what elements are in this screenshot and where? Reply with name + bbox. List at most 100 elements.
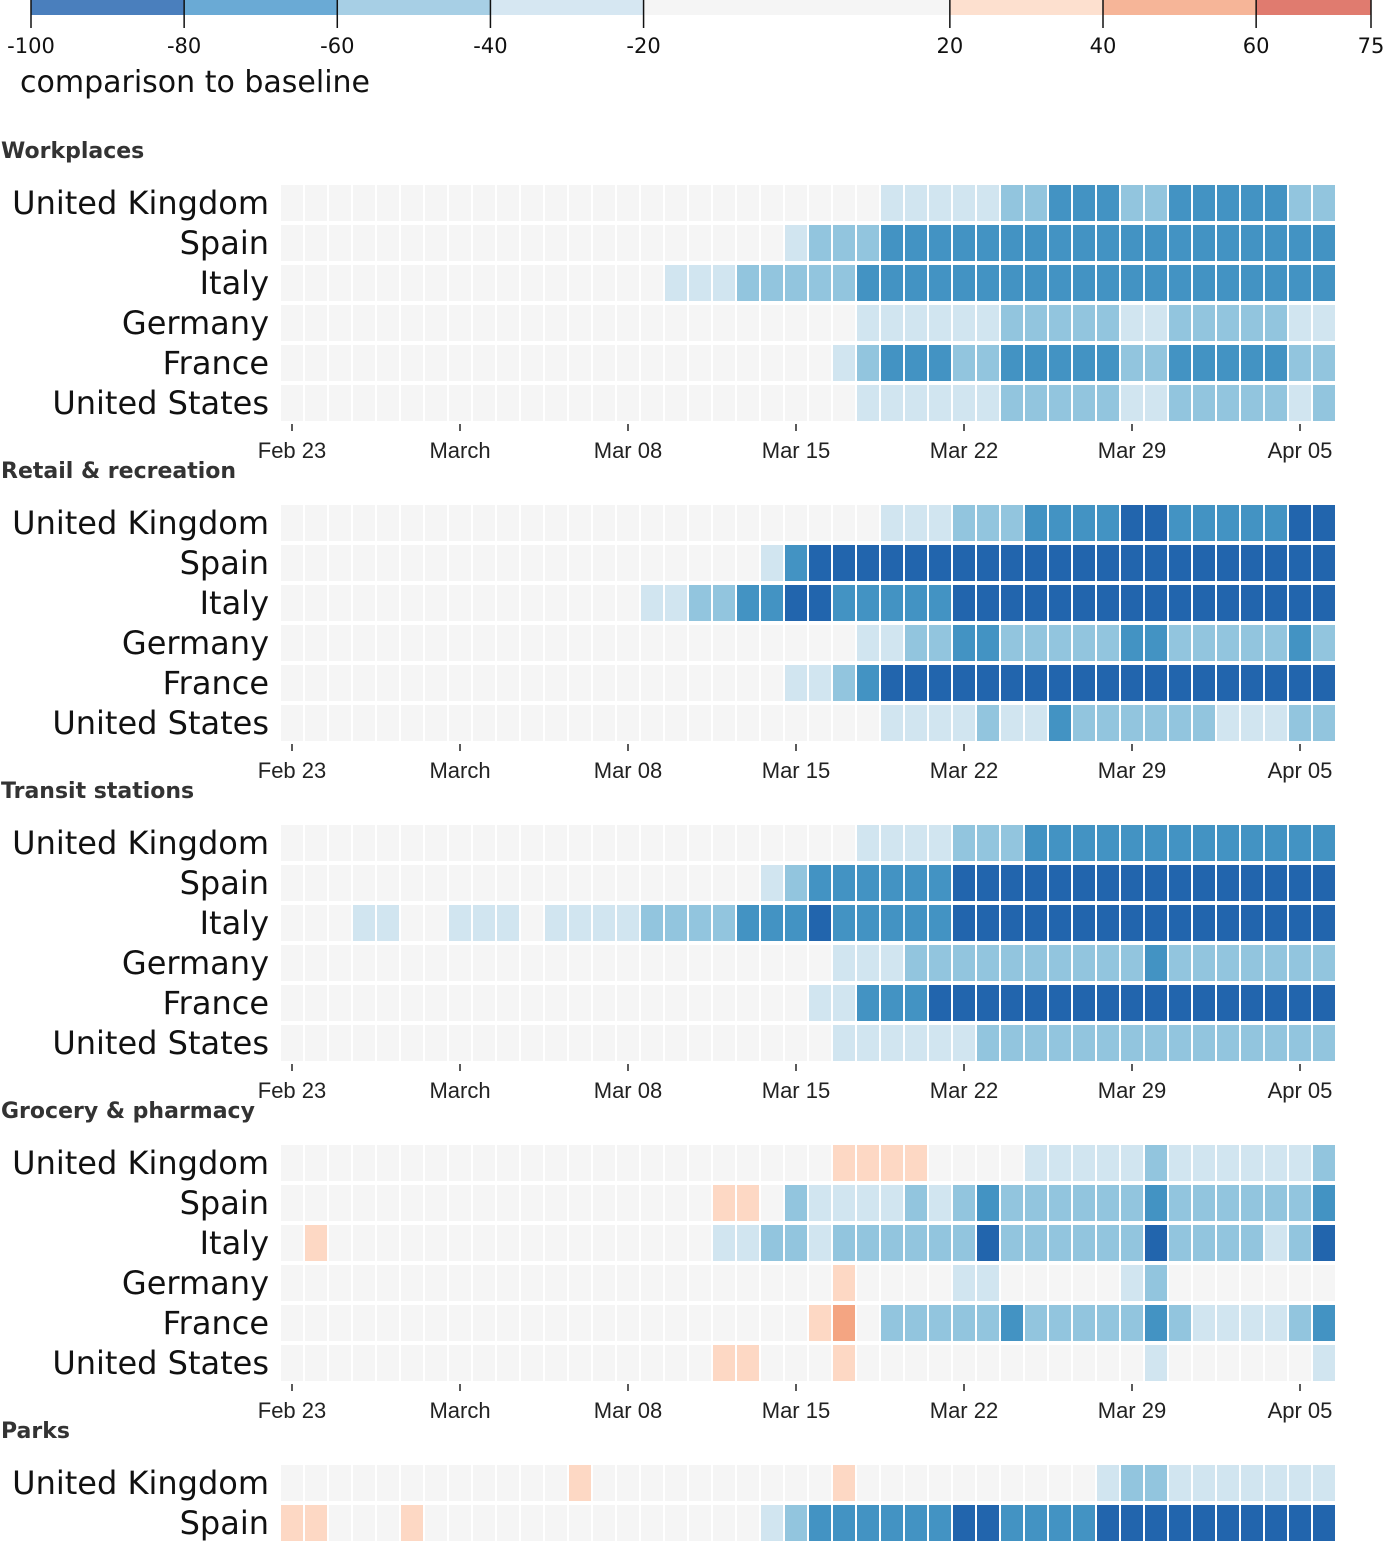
heatmap-cell [617,305,639,341]
heatmap-cell [545,1465,567,1501]
heatmap-cell [1289,585,1311,621]
heatmap-cell [1265,345,1287,381]
heatmap-cell [593,705,615,741]
heatmap-cell [1241,1145,1263,1181]
heatmap-cell [401,1185,423,1221]
heatmap-cell [1217,825,1239,861]
heatmap-cell [377,185,399,221]
heatmap-cell [785,905,807,941]
heatmap-cell [281,505,303,541]
row-label: United States [52,1344,269,1382]
heatmap-cell [401,825,423,861]
heatmap-cell [761,705,783,741]
heatmap-cell [641,1185,663,1221]
heatmap-cell [737,985,759,1021]
heatmap-cell [689,225,711,261]
heatmap-cell [1217,1505,1239,1541]
heatmap-cell [665,265,687,301]
heatmap-cell [1025,705,1047,741]
heatmap-cell [329,1225,351,1261]
heatmap-cell [1073,985,1095,1021]
heatmap-cell [833,865,855,901]
heatmap-cell [713,505,735,541]
legend-tick-label: -80 [167,34,201,58]
heatmap-cell [473,305,495,341]
heatmap-cell [353,665,375,701]
heatmap-cell [641,505,663,541]
heatmap-cell [401,625,423,661]
heatmap-cell [689,385,711,421]
heatmap-cell [1025,1305,1047,1341]
panel-title: Parks [1,1419,70,1444]
heatmap-cell [1073,1505,1095,1541]
heatmap-cell [761,1225,783,1261]
heatmap-cell [305,625,327,661]
heatmap-cell [1097,985,1119,1021]
heatmap-cell [281,545,303,581]
heatmap-cell [833,505,855,541]
heatmap-cell [1313,185,1335,221]
heatmap-cell [1217,1025,1239,1061]
heatmap-cell [1145,705,1167,741]
heatmap-cell [617,1345,639,1381]
heatmap-cell [1313,545,1335,581]
heatmap-cell [377,1505,399,1541]
heatmap-cell [809,1145,831,1181]
heatmap-cell [569,625,591,661]
x-axis-tick-label: Apr 05 [1268,1398,1333,1423]
heatmap-cell [617,265,639,301]
heatmap-cell [1049,985,1071,1021]
heatmap-cell [473,665,495,701]
heatmap-cell [905,265,927,301]
heatmap-cell [1169,945,1191,981]
legend-tick-label: 75 [1358,34,1384,58]
heatmap-cell [1169,1505,1191,1541]
heatmap-cell [449,265,471,301]
heatmap-cell [401,505,423,541]
heatmap-cell [1145,985,1167,1021]
heatmap-cell [401,1145,423,1181]
heatmap-cell [737,185,759,221]
heatmap-cell [641,1145,663,1181]
heatmap-cell [713,905,735,941]
heatmap-cell [1241,545,1263,581]
heatmap-cell [881,1265,903,1301]
heatmap-cell [977,865,999,901]
heatmap-cell [497,1145,519,1181]
heatmap-cell [1169,185,1191,221]
heatmap-cell [497,985,519,1021]
heatmap-cell [401,1265,423,1301]
heatmap-cell [665,225,687,261]
heatmap-cell [881,505,903,541]
heatmap-cell [857,945,879,981]
heatmap-cell [593,345,615,381]
heatmap-cell [1001,345,1023,381]
heatmap-cell [881,1145,903,1181]
heatmap-cell [1049,185,1071,221]
heatmap-cell [1001,1345,1023,1381]
heatmap-cell [977,185,999,221]
heatmap-cell [497,945,519,981]
row-label: Spain [180,224,269,262]
heatmap-cell [305,1265,327,1301]
heatmap-cell [1241,265,1263,301]
heatmap-cell [449,865,471,901]
heatmap-cell [665,665,687,701]
heatmap-cell [665,185,687,221]
heatmap-cell [881,625,903,661]
heatmap-cell [1073,825,1095,861]
heatmap-cell [713,305,735,341]
heatmap-cell [449,1145,471,1181]
heatmap-cell [1217,705,1239,741]
heatmap-cell [401,185,423,221]
heatmap-cell [809,1345,831,1381]
heatmap-cell [521,305,543,341]
heatmap-cell [857,545,879,581]
heatmap-cell [617,905,639,941]
heatmap-cell [641,1265,663,1301]
heatmap-cell [929,905,951,941]
heatmap-cell [1001,1305,1023,1341]
heatmap-cell [1193,1025,1215,1061]
heatmap-cell [449,305,471,341]
